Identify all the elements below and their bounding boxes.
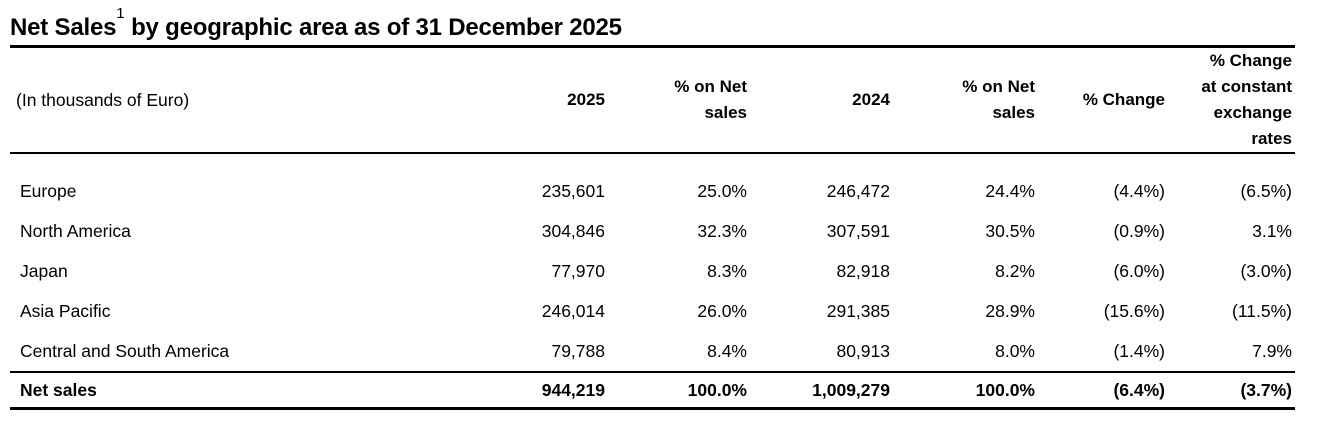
- col-header-pct-change-constant-fx: % Change at constant exchange rates: [1201, 51, 1292, 148]
- total-pct-2024: 100.0%: [975, 379, 1035, 400]
- col-header-2025: 2025: [567, 90, 605, 109]
- table-row-europe: Europe 235,601 25.0% 246,472 24.4% (4.4%…: [10, 171, 1295, 211]
- cell-pct-change: (1.4%): [1113, 340, 1165, 361]
- page-title: Net Sales1 by geographic area as of 31 D…: [10, 5, 1295, 48]
- table-total-row: Net sales 944,219 100.0% 1,009,279 100.0…: [10, 371, 1295, 410]
- cell-pct-change-fx: 3.1%: [1252, 220, 1292, 241]
- cell-pct-2024: 24.4%: [985, 180, 1035, 201]
- cell-2025: 79,788: [551, 340, 605, 361]
- cell-2024: 307,591: [826, 220, 890, 241]
- table-row-asia-pacific: Asia Pacific 246,014 26.0% 291,385 28.9%…: [10, 291, 1295, 331]
- total-label: Net sales: [20, 379, 97, 400]
- cell-pct-change-fx: 7.9%: [1252, 340, 1292, 361]
- cell-pct-change-fx: (11.5%): [1232, 300, 1292, 321]
- cell-pct-change: (6.0%): [1113, 260, 1165, 281]
- cell-2025: 235,601: [541, 180, 605, 201]
- cell-pct-2024: 30.5%: [985, 220, 1035, 241]
- cell-pct-2025: 32.3%: [697, 220, 747, 241]
- unit-note: (In thousands of Euro): [16, 90, 190, 110]
- cell-2024: 82,918: [836, 260, 890, 281]
- row-label: Asia Pacific: [20, 300, 111, 321]
- footnote-marker: 1: [116, 5, 125, 22]
- cell-pct-2025: 8.3%: [707, 260, 747, 281]
- title-text-main: Net Sales: [10, 14, 117, 41]
- cell-2025: 304,846: [541, 220, 605, 241]
- cell-2024: 291,385: [826, 300, 890, 321]
- net-sales-report: Net Sales1 by geographic area as of 31 D…: [10, 0, 1295, 410]
- cell-pct-2024: 28.9%: [985, 300, 1035, 321]
- table-header-row: (In thousands of Euro) 2025 % on Net sal…: [10, 48, 1295, 154]
- table-row-japan: Japan 77,970 8.3% 82,918 8.2% (6.0%) (3.…: [10, 251, 1295, 291]
- total-pct-2025: 100.0%: [687, 379, 747, 400]
- cell-pct-change-fx: (3.0%): [1240, 260, 1292, 281]
- total-pct-change: (6.4%): [1113, 379, 1165, 400]
- table-body: Europe 235,601 25.0% 246,472 24.4% (4.4%…: [10, 154, 1295, 371]
- cell-2025: 77,970: [551, 260, 605, 281]
- cell-pct-change-fx: (6.5%): [1240, 180, 1292, 201]
- col-header-pct-net-sales-2024: % on Net sales: [962, 77, 1035, 122]
- col-header-2024: 2024: [852, 90, 890, 109]
- total-pct-change-fx: (3.7%): [1240, 379, 1292, 400]
- table-row-central-south-america: Central and South America 79,788 8.4% 80…: [10, 331, 1295, 371]
- col-header-pct-net-sales-2025: % on Net sales: [674, 77, 747, 122]
- total-2025: 944,219: [541, 379, 605, 400]
- table-row-north-america: North America 304,846 32.3% 307,591 30.5…: [10, 211, 1295, 251]
- cell-2025: 246,014: [541, 300, 605, 321]
- col-header-pct-change: % Change: [1082, 90, 1165, 109]
- row-label: Central and South America: [20, 340, 230, 361]
- cell-2024: 246,472: [826, 180, 890, 201]
- cell-2024: 80,913: [836, 340, 890, 361]
- cell-pct-2024: 8.0%: [995, 340, 1035, 361]
- cell-pct-change: (15.6%): [1103, 300, 1165, 321]
- row-label: North America: [20, 220, 131, 241]
- cell-pct-2025: 8.4%: [707, 340, 747, 361]
- total-2024: 1,009,279: [812, 379, 890, 400]
- cell-pct-change: (4.4%): [1113, 180, 1165, 201]
- cell-pct-2025: 25.0%: [697, 180, 747, 201]
- title-text-rest: by geographic area as of 31 December 202…: [124, 14, 622, 41]
- cell-pct-2024: 8.2%: [995, 260, 1035, 281]
- row-label: Europe: [20, 180, 77, 201]
- cell-pct-2025: 26.0%: [697, 300, 747, 321]
- row-label: Japan: [20, 260, 68, 281]
- cell-pct-change: (0.9%): [1113, 220, 1165, 241]
